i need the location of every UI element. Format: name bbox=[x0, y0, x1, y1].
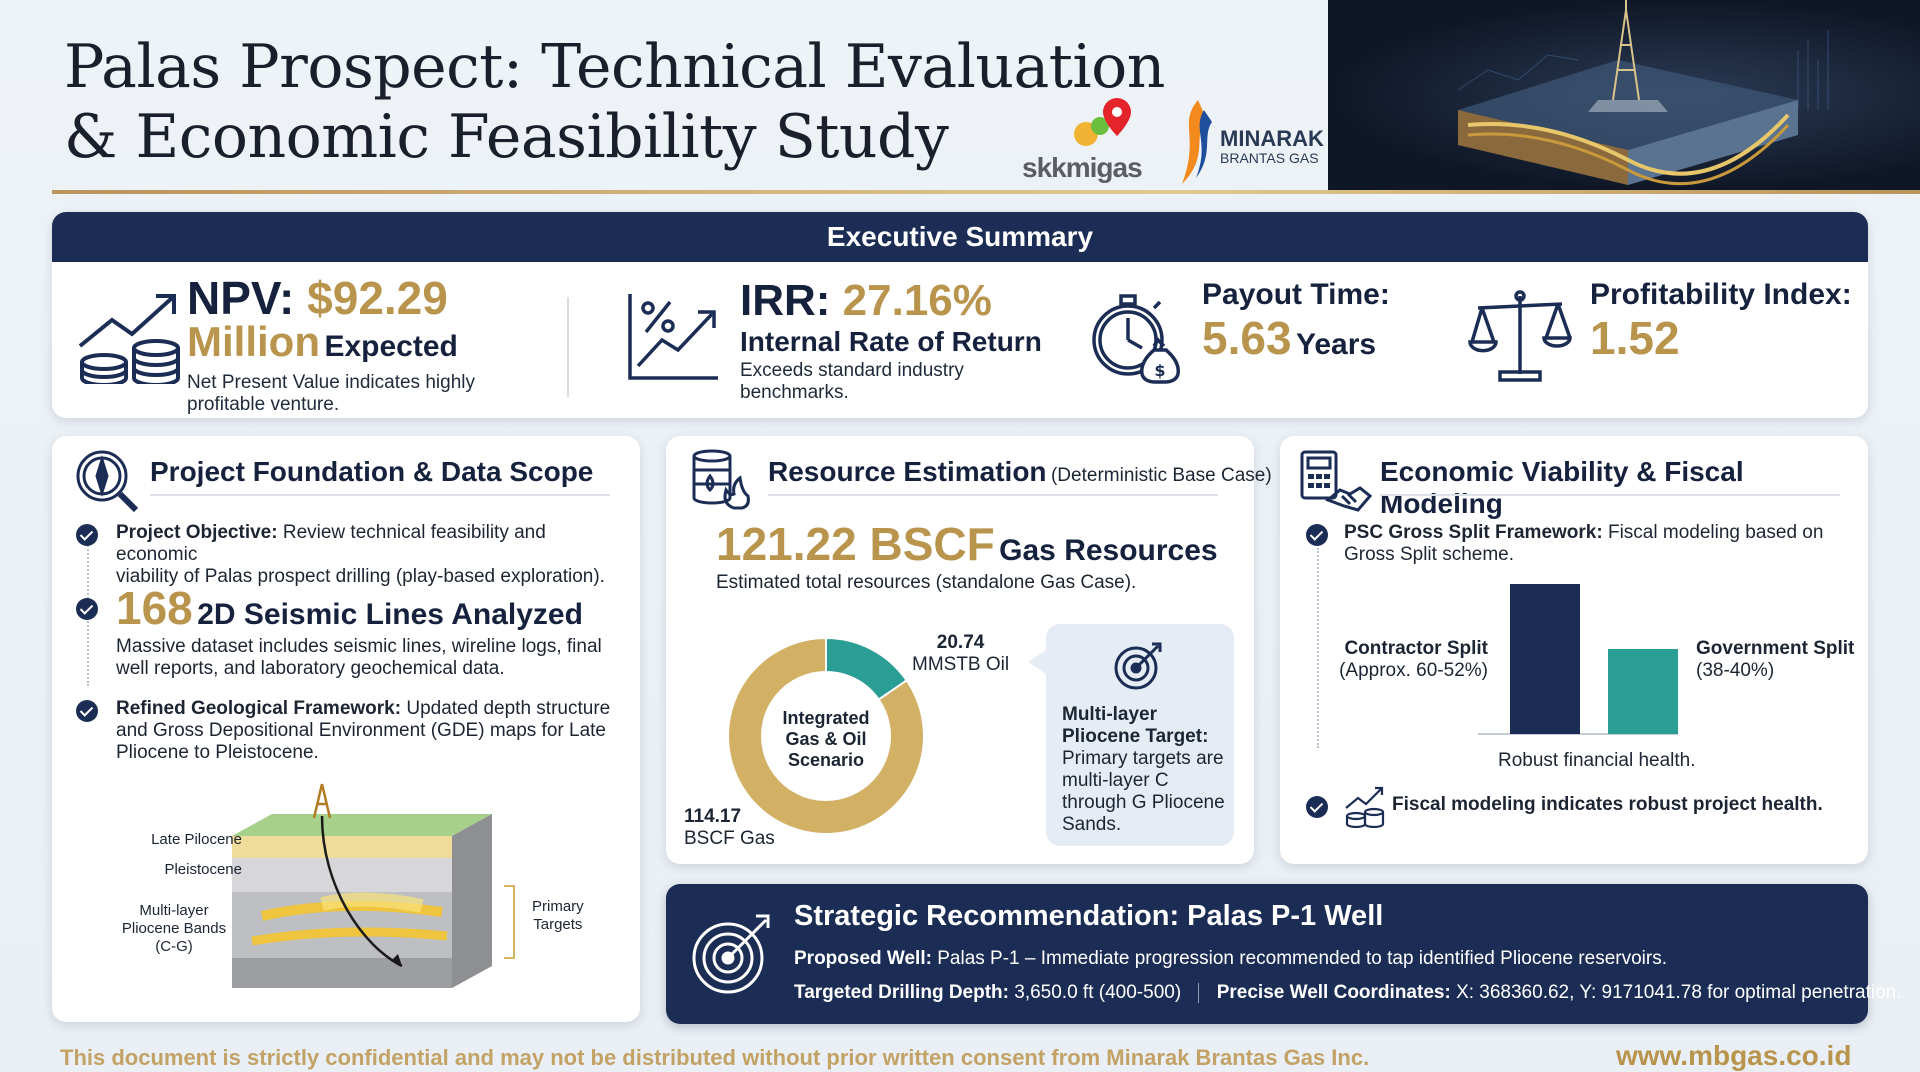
drilling-details: Targeted Drilling Depth: 3,650.0 ft (400… bbox=[794, 982, 1902, 1003]
npv-unit: Million bbox=[187, 318, 320, 365]
calculator-handshake-icon bbox=[1300, 450, 1372, 512]
oil-barrel-flame-icon bbox=[692, 449, 750, 510]
donut-center-label: Integrated Gas & Oil Scenario bbox=[782, 708, 870, 770]
label-late-pliocene: Late Pilocene bbox=[151, 831, 242, 848]
project-objective: Project Objective: Review technical feas… bbox=[116, 522, 605, 587]
economic-viability-card: Economic Viability & Fiscal Modeling PSC… bbox=[1280, 436, 1868, 864]
npv-label: NPV: bbox=[187, 272, 295, 324]
npv-value: $92.29 bbox=[307, 272, 448, 324]
strategic-recommendation-card: Strategic Recommendation: Palas P-1 Well… bbox=[666, 884, 1902, 1024]
econ-title: Economic Viability & Fiscal Modeling bbox=[1380, 456, 1744, 519]
resource-title-row: Resource Estimation (Deterministic Base … bbox=[768, 456, 1272, 487]
target-callout: Multi-layer Pliocene Target: Primary tar… bbox=[1046, 624, 1234, 846]
foundation-title: Project Foundation & Data Scope bbox=[150, 456, 594, 487]
skkmigas-logo: skkmigas bbox=[1022, 96, 1162, 186]
proposed-well: Proposed Well: Palas P-1 – Immediate pro… bbox=[794, 948, 1667, 969]
label-multilayer-bands: Multi-layer Pliocene Bands (C-G) bbox=[121, 902, 227, 955]
target-arrow-icon bbox=[692, 914, 770, 994]
executive-summary-title: Executive Summary bbox=[52, 212, 1868, 262]
irr-value: 27.16% bbox=[842, 276, 992, 325]
donut-slice-gas bbox=[727, 636, 925, 835]
payout-value: 5.63 bbox=[1202, 312, 1292, 364]
target-arrow-icon bbox=[1114, 642, 1162, 690]
title-underline bbox=[150, 494, 610, 496]
resource-total: 121.22 BSCF Gas Resources bbox=[716, 518, 1218, 570]
callout-pointer bbox=[1028, 650, 1046, 674]
fiscal-split-chart bbox=[1478, 584, 1678, 735]
payout-label: Payout Time: bbox=[1202, 278, 1390, 311]
gas-slice-label: 114.17 BSCF Gas bbox=[684, 806, 775, 849]
resource-donut-chart bbox=[727, 636, 925, 835]
page-title: Palas Prospect: Technical Evaluation & E… bbox=[64, 32, 1165, 172]
growth-coins-icon bbox=[1345, 786, 1385, 828]
header: Palas Prospect: Technical Evaluation & E… bbox=[0, 0, 1920, 190]
check-icon bbox=[1306, 524, 1328, 546]
resource-estimation-card: Resource Estimation (Deterministic Base … bbox=[666, 436, 1272, 864]
pi-label: Profitability Index: bbox=[1590, 278, 1852, 311]
irr-kpi: IRR: 27.16% Internal Rate of Return Exce… bbox=[740, 276, 1042, 404]
recommendation-title: Strategic Recommendation: Palas P-1 Well bbox=[794, 900, 1384, 932]
payout-unit: Years bbox=[1295, 328, 1377, 361]
confidentiality-notice: This document is strictly confidential a… bbox=[60, 1045, 1370, 1070]
target-bracket bbox=[504, 885, 515, 959]
payout-kpi: Payout Time: 5.63 Years bbox=[1202, 278, 1390, 376]
minarak-logo: MINARAK BRANTAS GAS bbox=[1170, 96, 1330, 186]
compass-magnifier-icon bbox=[76, 450, 139, 513]
label-primary-targets: Primary Targets bbox=[532, 898, 584, 933]
check-icon bbox=[76, 700, 98, 722]
separator bbox=[1198, 982, 1200, 1003]
npv-kpi: NPV: $92.29 Million Expected Net Present… bbox=[187, 272, 475, 415]
check-icon bbox=[76, 598, 98, 620]
check-icon bbox=[76, 524, 98, 546]
government-split-label: Government Split (38-40%) bbox=[1696, 638, 1855, 681]
pi-value: 1.52 bbox=[1590, 312, 1680, 364]
balance-scale-icon bbox=[1468, 290, 1572, 382]
hero-illustration bbox=[1328, 0, 1920, 190]
contractor-split-bar bbox=[1510, 584, 1580, 734]
oil-slice-label: 20.74 MMSTB Oil bbox=[912, 632, 1010, 675]
title-underline bbox=[1380, 494, 1840, 496]
project-foundation-card: Project Foundation & Data Scope Project … bbox=[52, 436, 640, 1022]
check-icon bbox=[1306, 796, 1328, 818]
target-callout-text: Multi-layer Pliocene Target: Primary tar… bbox=[1062, 704, 1225, 835]
label-pleistocene: Pleistocene bbox=[164, 861, 242, 878]
geological-framework: Refined Geological Framework: Updated de… bbox=[116, 698, 611, 763]
contractor-split-label: Contractor Split (Approx. 60-52%) bbox=[1339, 638, 1488, 681]
geology-block-diagram bbox=[232, 783, 492, 988]
npv-expected: Expected bbox=[324, 330, 458, 363]
bullet-connector bbox=[1317, 548, 1319, 748]
resource-desc: Estimated total resources (standalone Ga… bbox=[716, 572, 1137, 593]
bar-caption: Robust financial health. bbox=[1498, 750, 1696, 771]
growth-coins-icon bbox=[78, 294, 180, 384]
website-link[interactable]: www.mbgas.co.id bbox=[1616, 1040, 1852, 1071]
government-split-bar bbox=[1608, 649, 1678, 734]
stopwatch-moneybag-icon: $ bbox=[1092, 294, 1180, 384]
donut-slice-oil bbox=[825, 636, 909, 701]
resource-title: Resource Estimation bbox=[768, 456, 1047, 487]
irr-label: IRR: bbox=[740, 276, 831, 325]
seismic-desc: Massive dataset includes seismic lines, … bbox=[116, 636, 602, 679]
psc-framework: PSC Gross Split Framework: Fiscal modeli… bbox=[1344, 522, 1824, 565]
percent-chart-icon bbox=[628, 294, 718, 380]
svg-text:$: $ bbox=[1154, 361, 1165, 380]
title-underline bbox=[768, 494, 1218, 496]
kpi-divider bbox=[567, 297, 569, 397]
fiscal-conclusion: Fiscal modeling indicates robust project… bbox=[1392, 794, 1823, 815]
seismic-lines-stat: 168 2D Seismic Lines Analyzed bbox=[116, 582, 583, 634]
profitability-kpi: Profitability Index: 1.52 bbox=[1590, 278, 1852, 364]
executive-summary-card: Executive Summary NPV: $92.29 Million Ex… bbox=[52, 212, 1868, 418]
header-divider bbox=[52, 190, 1920, 194]
